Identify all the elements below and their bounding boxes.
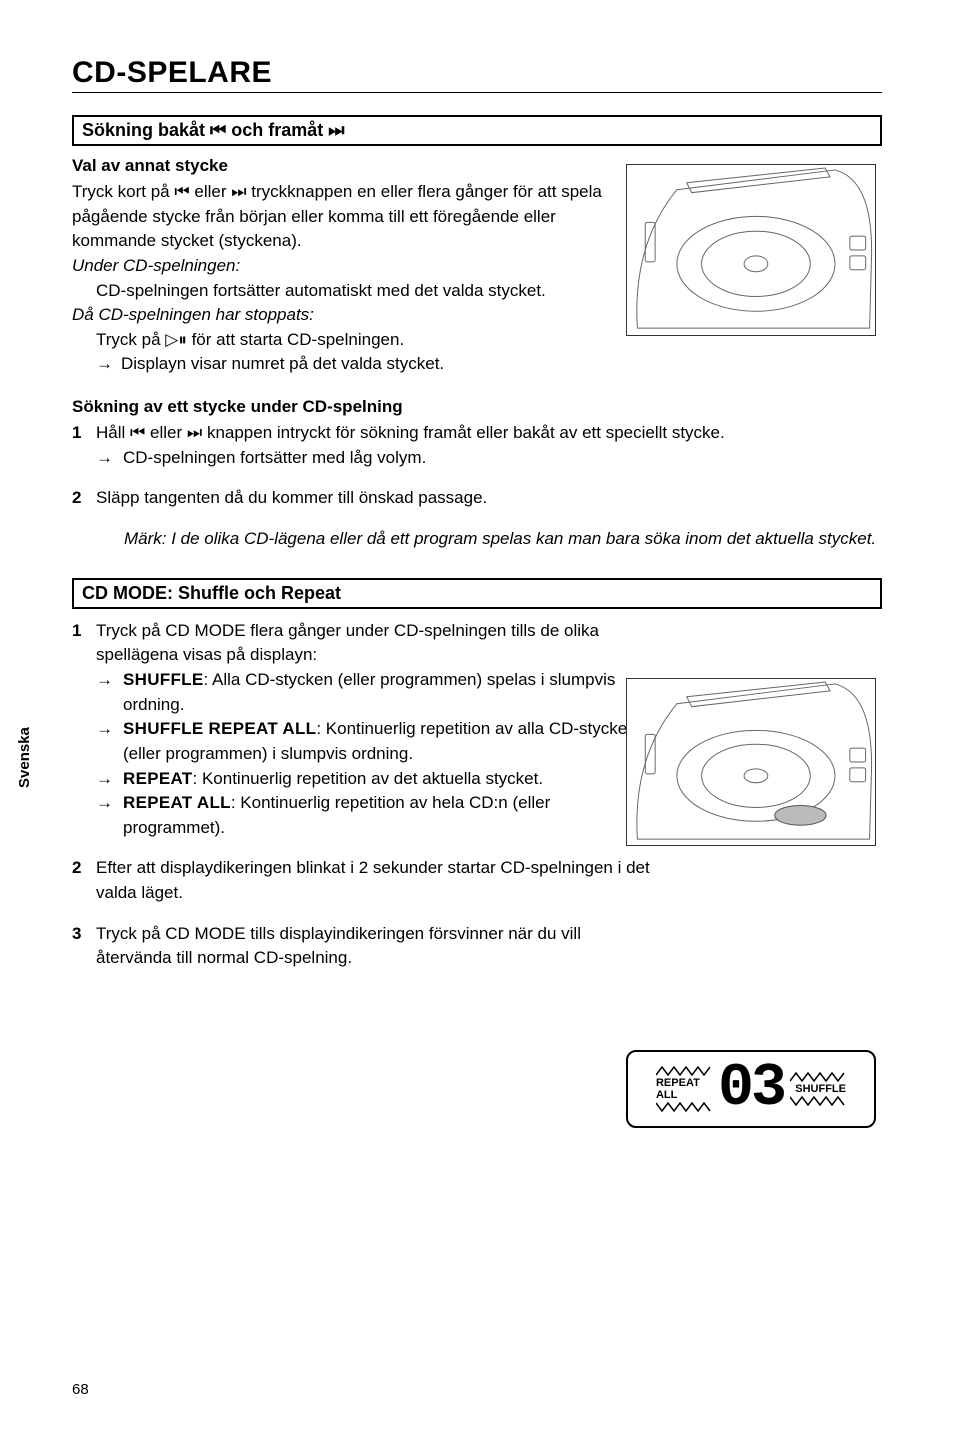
- section-header-search: Sökning bakåt ⏮ och framåt ⏭: [72, 115, 882, 146]
- section-header-mode: CD MODE: Shuffle och Repeat: [72, 578, 882, 609]
- note-block: Märk: I de olika CD-lägena eller då ett …: [124, 527, 882, 552]
- s2-step3: 3 Tryck på CD MODE tills displayindikeri…: [72, 922, 882, 971]
- figure-cdplayer-top: [626, 164, 876, 336]
- step-number: 1: [72, 421, 86, 470]
- step2-text: Släpp tangenten då du kommer till önskad…: [96, 486, 487, 511]
- sub1-line2: Tryck på ▷⏸ för att starta CD-spelningen…: [96, 328, 632, 353]
- p1b: eller: [190, 182, 232, 201]
- page-title-rule: CD-SPELARE: [72, 56, 882, 93]
- step-number: 3: [72, 922, 86, 971]
- step-number: 1: [72, 619, 86, 841]
- ffwd-icon: ⏭: [187, 423, 202, 442]
- s1c: knappen intryckt för sökning framåt elle…: [202, 423, 725, 442]
- b3-text: : Kontinuerlig repetition av det aktuell…: [193, 769, 544, 788]
- page-title: CD-SPELARE: [72, 56, 882, 90]
- step2: 2 Släpp tangenten då du kommer till önsk…: [72, 486, 882, 511]
- display-repeat-label: REPEAT: [656, 1077, 700, 1089]
- step1-sub: → CD-spelningen fortsätter med låg volym…: [96, 446, 725, 471]
- b3-label: REPEAT: [123, 769, 193, 788]
- section1-steps: 1 Håll ⏮ eller ⏭ knappen intryckt för sö…: [72, 421, 882, 511]
- display-shuffle-label: SHUFFLE: [795, 1083, 846, 1095]
- s1a: Håll: [96, 423, 130, 442]
- sub1-arrow-line: → Displayn visar numret på det valda sty…: [96, 352, 632, 377]
- header-pre: Sökning bakåt: [82, 120, 210, 140]
- rew-icon: ⏮: [210, 120, 226, 140]
- s1b: eller: [145, 423, 187, 442]
- sub2-title: Sökning av ett stycke under CD-spelning: [72, 397, 882, 417]
- step1-text: Håll ⏮ eller ⏭ knappen intryckt för sökn…: [96, 421, 725, 446]
- rew-icon: ⏮: [174, 182, 189, 201]
- arrow-icon: →: [96, 767, 113, 792]
- arrow-icon: →: [96, 352, 113, 377]
- b4-label: REPEAT ALL: [123, 793, 231, 812]
- playpause-icon: ▷⏸: [165, 330, 187, 349]
- arrow-icon: →: [96, 446, 113, 471]
- step-number: 2: [72, 486, 86, 511]
- section-header-text: Sökning bakåt ⏮ och framåt ⏭: [82, 120, 344, 140]
- s2-step3-text: Tryck på CD MODE tills displayindikering…: [96, 922, 656, 971]
- page-number: 68: [72, 1381, 89, 1398]
- ffwd-icon: ⏭: [328, 120, 344, 140]
- s2-step2-text: Efter att displaydikeringen blinkat i 2 …: [96, 856, 656, 905]
- rew-icon: ⏮: [130, 423, 145, 442]
- sub1-line1: CD-spelningen fortsätter automatiskt med…: [96, 279, 632, 304]
- p1a: Tryck kort på: [72, 182, 174, 201]
- sub1-title: Val av annat stycke: [72, 156, 632, 176]
- s2-b1: → SHUFFLE: Alla CD-stycken (eller progra…: [96, 668, 656, 717]
- step1-subtext: CD-spelningen fortsätter med låg volym.: [123, 446, 426, 471]
- arrow-icon: →: [96, 717, 113, 766]
- zigzag-icon: [656, 1101, 712, 1113]
- ffwd-icon: ⏭: [231, 182, 246, 201]
- b1-label: SHUFFLE: [123, 670, 203, 689]
- header-mid: och framåt: [226, 120, 328, 140]
- display-digits: 03: [718, 1059, 784, 1119]
- b2-label: SHUFFLE REPEAT ALL: [123, 719, 316, 738]
- s2-step2: 2 Efter att displaydikeringen blinkat i …: [72, 856, 882, 905]
- language-tab: Svenska: [16, 727, 33, 788]
- l2b: för att starta CD-spelningen.: [187, 330, 404, 349]
- s2-b3: → REPEAT: Kontinuerlig repetition av det…: [96, 767, 656, 792]
- figure-cdplayer-mode: [626, 678, 876, 846]
- s2-b2: → SHUFFLE REPEAT ALL: Kontinuerlig repet…: [96, 717, 656, 766]
- arrow-icon: →: [96, 668, 113, 717]
- display-illustration: REPEAT ALL 03 SHUFFLE: [626, 1050, 876, 1128]
- zigzag-icon: [790, 1095, 846, 1107]
- s2-step1-intro: Tryck på CD MODE flera gånger under CD-s…: [96, 619, 656, 668]
- l2a: Tryck på: [96, 330, 165, 349]
- l3: Displayn visar numret på det valda styck…: [121, 352, 444, 377]
- step1: 1 Håll ⏮ eller ⏭ knappen intryckt för sö…: [72, 421, 882, 470]
- sub1-italic1: Under CD-spelningen:: [72, 254, 632, 279]
- zigzag-icon: [656, 1065, 712, 1077]
- s2-b4: → REPEAT ALL: Kontinuerlig repetition av…: [96, 791, 656, 840]
- zigzag-icon: [790, 1071, 846, 1083]
- arrow-icon: →: [96, 791, 113, 840]
- display-all-label: ALL: [656, 1089, 677, 1101]
- sub1-italic2: Då CD-spelningen har stoppats:: [72, 303, 632, 328]
- step-number: 2: [72, 856, 86, 905]
- section2-header-text: CD MODE: Shuffle och Repeat: [82, 583, 341, 603]
- sub1-paragraph: Tryck kort på ⏮ eller ⏭ tryckknappen en …: [72, 180, 632, 254]
